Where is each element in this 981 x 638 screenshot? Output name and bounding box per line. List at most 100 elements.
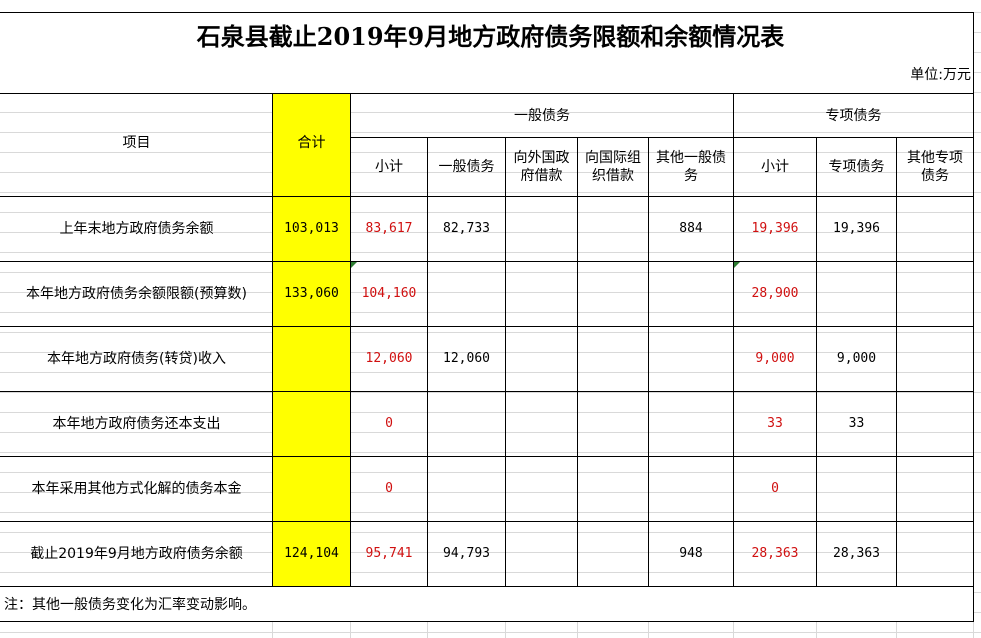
cell-g-sub: 104,160 [361,286,417,301]
cell-s-debt: 33 [848,416,865,431]
header-general-col: 向国际组织借款 [585,150,641,184]
cell-g-foreign [506,392,577,456]
grid-line [0,392,981,393]
cell-g-intl [578,197,648,261]
border-line [0,586,974,587]
cell-g-sub: 95,741 [365,546,413,561]
cell-g-other [649,392,733,456]
cell-g-foreign [506,262,577,326]
cell-g-debt [428,392,505,456]
grid-line [0,192,981,193]
grid-line [0,212,981,213]
note-area [0,587,973,622]
border-line [0,326,974,327]
grid-line [0,132,981,133]
total-column-highlight [272,93,350,586]
cell-g-intl [578,522,648,586]
header-total: 合计 [297,135,326,151]
cell-s-sub: 28,363 [751,546,799,561]
border-line [973,12,974,622]
row-label: 上年末地方政府债务余额 [59,221,214,237]
cell-g-other [649,457,733,521]
row-label: 本年采用其他方式化解的债务本金 [31,481,242,497]
grid-line [0,112,981,113]
cell-g-intl [578,392,648,456]
cell-s-other [897,457,973,521]
header-general-col: 一般债务 [438,159,495,175]
grid-line [0,532,981,533]
grid-line [0,312,981,313]
grid-line [0,152,981,153]
cell-indicator-icon [351,262,357,268]
cell-g-intl [578,327,648,391]
cell-g-other: 948 [679,546,703,561]
cell-s-debt: 9,000 [836,351,877,366]
grid-line [0,292,981,293]
border-line [272,93,273,587]
grid-line [0,272,981,273]
table-title: 石泉县截止2019年9月地方政府债务限额和余额情况表 [196,21,785,51]
border-line [577,137,578,587]
header-special-col: 小计 [761,159,789,175]
cell-g-foreign [506,522,577,586]
cell-s-debt: 19,396 [833,221,880,236]
grid-line [0,412,981,413]
header-item: 项目 [122,135,151,151]
cell-g-debt [428,262,505,326]
cell-total: 124,104 [284,546,339,561]
border-line [505,137,506,587]
row-label: 本年地方政府债务余额限额(预算数) [26,286,247,302]
grid-line [0,552,981,553]
cell-g-debt [428,457,505,521]
header-general-debt: 一般债务 [514,107,570,124]
cell-g-foreign [506,197,577,261]
border-line [648,137,649,587]
cell-s-debt [817,262,896,326]
header-general-col: 其他一般债务 [656,150,726,184]
cell-s-other [897,197,973,261]
cell-s-other [897,392,973,456]
grid-line [0,452,981,453]
border-line [896,137,897,587]
border-line [427,137,428,587]
border-line [733,93,734,587]
header-special-debt: 专项债务 [825,107,882,124]
cell-g-foreign [506,457,577,521]
border-line [0,391,974,392]
cell-s-sub: 33 [767,416,783,431]
cell-s-sub: 19,396 [751,221,799,236]
grid-line [0,472,981,473]
cell-g-sub: 0 [385,416,393,431]
cell-s-debt: 28,363 [833,546,880,561]
cell-total [273,392,350,456]
cell-g-debt: 82,733 [443,221,490,236]
border-line [0,521,974,522]
grid-line [0,232,981,233]
border-line [0,261,974,262]
grid-line [0,632,981,633]
cell-g-sub: 0 [385,481,393,496]
cell-indicator-icon [734,262,740,268]
cell-g-other [649,262,733,326]
cell-s-sub: 9,000 [755,351,795,366]
cell-g-debt: 94,793 [443,546,490,561]
row-label: 本年地方政府债务还本支出 [52,416,221,432]
border-line [0,456,974,457]
header-special-col: 其他专项债务 [907,150,963,184]
grid-line [0,572,981,573]
grid-line [0,332,981,333]
cell-g-intl [578,457,648,521]
border-line [0,196,974,197]
header-special-col: 专项债务 [828,159,885,175]
cell-total: 133,060 [284,286,339,301]
cell-g-other [649,327,733,391]
cell-g-sub: 12,060 [365,351,413,366]
header-general-col: 小计 [375,159,403,175]
cell-total [273,327,350,391]
title-area [0,12,973,93]
cell-g-other: 884 [679,221,703,236]
cell-s-debt [817,457,896,521]
footnote: 注：其他一般债务变化为汇率变动影响。 [4,597,256,613]
cell-s-other [897,327,973,391]
grid-line [0,372,981,373]
